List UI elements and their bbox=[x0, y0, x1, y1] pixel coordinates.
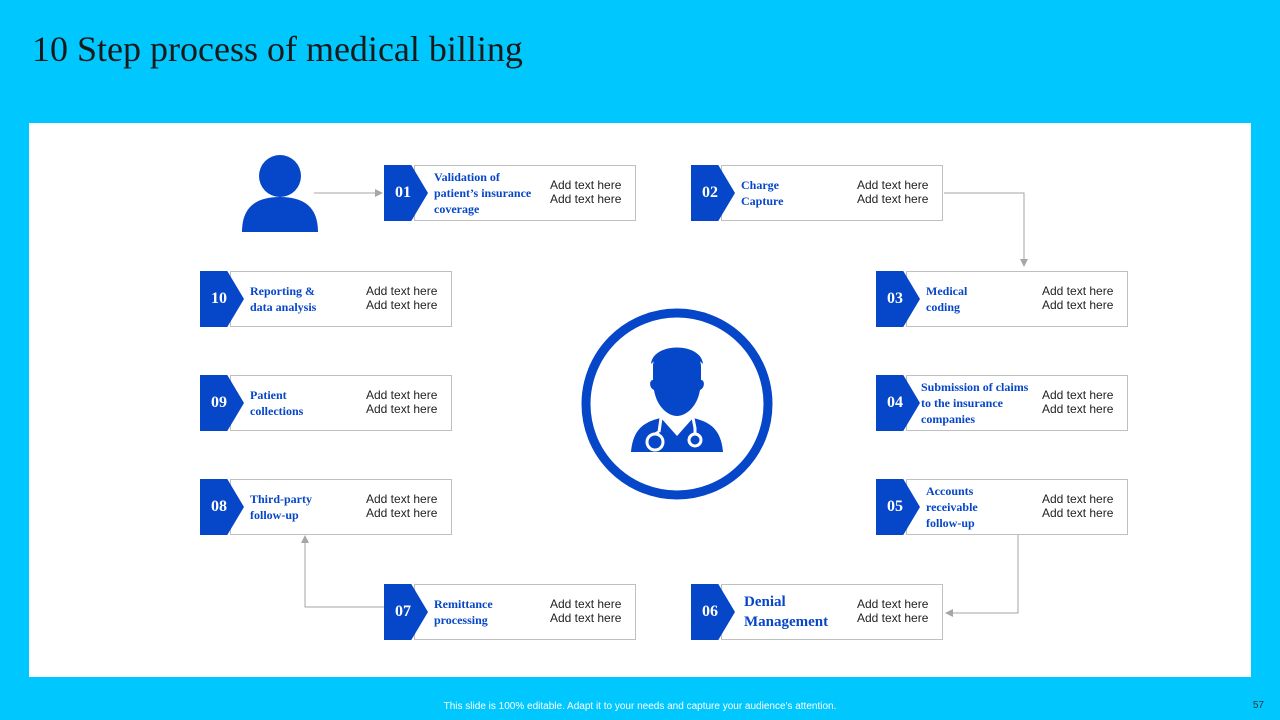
step-description: Add text here Add text here bbox=[1042, 388, 1128, 416]
step-description-line: Add text here bbox=[550, 597, 622, 611]
step-description-line: Add text here bbox=[366, 388, 438, 402]
arrow-07-to-08 bbox=[301, 535, 384, 608]
step-description-line: Add text here bbox=[857, 597, 929, 611]
step-box bbox=[906, 375, 1128, 431]
page-title: 10 Step process of medical billing bbox=[32, 29, 523, 69]
step-description-line: Add text here bbox=[857, 611, 929, 625]
doctor-icon bbox=[581, 308, 773, 500]
step-description-line: Add text here bbox=[550, 611, 622, 625]
step-description-line: Add text here bbox=[550, 178, 622, 192]
step-description-line: Add text here bbox=[857, 178, 929, 192]
step-label: Charge Capture bbox=[741, 178, 784, 208]
step-number: 08 bbox=[211, 498, 227, 515]
step-description: Add text here Add text here bbox=[1042, 492, 1128, 520]
step-number: 01 bbox=[395, 184, 411, 201]
step-number: 06 bbox=[702, 603, 718, 620]
step-08: 08 Third-party follow-up Add text here A… bbox=[200, 479, 452, 535]
page-number: 57 bbox=[1252, 700, 1264, 711]
step-03: 03 Medical coding Add text here Add text… bbox=[876, 271, 1128, 327]
step-number: 07 bbox=[395, 603, 411, 620]
step-number: 04 bbox=[887, 394, 903, 411]
step-label: Validation of patient’s insurance covera… bbox=[434, 170, 532, 216]
user-icon bbox=[242, 155, 318, 232]
step-description: Add text here Add text here bbox=[1042, 284, 1128, 312]
step-description-line: Add text here bbox=[1042, 402, 1114, 416]
step-description-line: Add text here bbox=[857, 192, 929, 206]
step-description-line: Add text here bbox=[366, 402, 438, 416]
step-description-line: Add text here bbox=[366, 492, 438, 506]
step-description-line: Add text here bbox=[1042, 298, 1114, 312]
step-04: 04 Submission of claims to the insurance… bbox=[876, 375, 1128, 431]
step-box bbox=[230, 271, 452, 327]
step-description: Add text here Add text here bbox=[857, 597, 943, 625]
step-description: Add text here Add text here bbox=[366, 284, 452, 312]
step-number: 05 bbox=[887, 498, 903, 515]
step-05: 05 Accounts receivable follow-up Add tex… bbox=[876, 479, 1128, 535]
step-label: Reporting & data analysis bbox=[250, 284, 317, 314]
step-description: Add text here Add text here bbox=[366, 492, 452, 520]
step-label: Remittance processing bbox=[434, 597, 493, 627]
step-description: Add text here Add text here bbox=[857, 178, 943, 206]
step-box bbox=[721, 584, 943, 640]
step-description-line: Add text here bbox=[1042, 284, 1114, 298]
step-box bbox=[414, 165, 636, 221]
step-01: 01 Validation of patient’s insurance cov… bbox=[384, 165, 636, 221]
step-box bbox=[721, 165, 943, 221]
step-description-line: Add text here bbox=[366, 298, 438, 312]
step-number: 03 bbox=[887, 290, 903, 307]
step-description-line: Add text here bbox=[366, 284, 438, 298]
step-description: Add text here Add text here bbox=[550, 597, 636, 625]
step-label: Submission of claims to the insurance co… bbox=[921, 380, 1029, 426]
step-label: Medical coding bbox=[926, 284, 968, 314]
step-box bbox=[906, 271, 1128, 327]
step-02: 02 Charge Capture Add text here Add text… bbox=[691, 165, 943, 221]
step-label: Third-party follow-up bbox=[250, 492, 313, 522]
arrow-02-to-03 bbox=[944, 192, 1028, 267]
step-description-line: Add text here bbox=[1042, 388, 1114, 402]
step-number: 09 bbox=[211, 394, 227, 411]
step-label: Denial Management bbox=[744, 594, 829, 630]
step-description-line: Add text here bbox=[1042, 506, 1114, 520]
step-label: Patient collections bbox=[250, 388, 304, 418]
step-09: 09 Patient collections Add text here Add… bbox=[200, 375, 452, 431]
step-description-line: Add text here bbox=[1042, 492, 1114, 506]
footer-note: This slide is 100% editable. Adapt it to… bbox=[443, 701, 837, 712]
step-description: Add text here Add text here bbox=[550, 178, 636, 206]
step-07: 07 Remittance processing Add text here A… bbox=[384, 584, 636, 640]
step-description-line: Add text here bbox=[550, 192, 622, 206]
step-description: Add text here Add text here bbox=[366, 388, 452, 416]
step-description-line: Add text here bbox=[366, 506, 438, 520]
step-box bbox=[414, 584, 636, 640]
step-label: Accounts receivable follow-up bbox=[926, 484, 978, 530]
arrow-05-to-06 bbox=[945, 535, 1019, 617]
step-10: 10 Reporting & data analysis Add text he… bbox=[200, 271, 452, 327]
step-number: 02 bbox=[702, 184, 718, 201]
step-number: 10 bbox=[211, 290, 227, 307]
step-06: 06 Denial Management Add text here Add t… bbox=[691, 584, 943, 640]
step-box bbox=[230, 479, 452, 535]
step-box bbox=[906, 479, 1128, 535]
